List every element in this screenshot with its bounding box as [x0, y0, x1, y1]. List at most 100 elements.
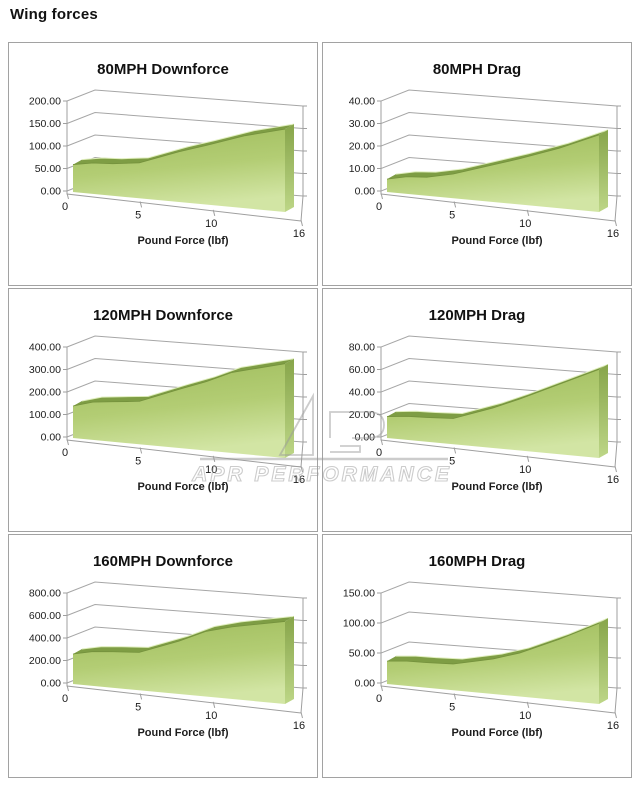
- x-tick-label: 0: [62, 201, 68, 213]
- y-tick-label: 0.00: [41, 678, 62, 690]
- area-band-rim: [395, 129, 609, 175]
- x-tick: [380, 438, 383, 446]
- x-tick-label: 10: [519, 218, 531, 230]
- x-tick: [526, 455, 530, 462]
- x-tick-label: 16: [293, 228, 305, 240]
- x-tick-label: 5: [135, 455, 141, 467]
- page-title: Wing forces: [10, 6, 98, 23]
- area-side-face: [285, 124, 294, 212]
- x-tick: [300, 465, 303, 473]
- x-tick-label: 16: [607, 474, 619, 486]
- x-tick: [614, 219, 617, 227]
- x-tick-label: 10: [519, 710, 531, 722]
- x-axis-title: Pound Force (lbf): [451, 481, 542, 493]
- y-gridline: [66, 357, 304, 375]
- y-tick-label: 800.00: [29, 588, 61, 600]
- right-edge-line: [614, 352, 618, 468]
- chart-panel-120mph-drag: 120MPH Drag 80.00 60.00 40.00 20.00 0.00 0 5 10 1…: [322, 288, 632, 532]
- chart-canvas-80mph-downforce: 80MPH Downforce 200.00 150.00 100.00 50.00 0.…: [29, 61, 307, 247]
- right-edge-line: [614, 598, 618, 714]
- y-gridline: [66, 111, 304, 129]
- x-tick-label: 0: [376, 447, 382, 459]
- x-tick: [212, 701, 216, 708]
- x-tick-label: 10: [205, 710, 217, 722]
- y-gridline: [66, 335, 304, 353]
- y-tick-label: 50.00: [35, 163, 61, 175]
- chart-canvas-160mph-drag: 160MPH Drag 150.00 100.00 50.00 0.000 5 10 16 Po…: [343, 553, 621, 739]
- area-front-top-edge: [386, 369, 600, 419]
- y-tick-label: 100.00: [29, 141, 61, 153]
- x-tick: [526, 209, 530, 216]
- x-tick-label: 5: [449, 209, 455, 221]
- y-gridline: [380, 581, 618, 599]
- y-tick-label: 0.00: [355, 432, 376, 444]
- area-front-face: [73, 363, 285, 458]
- x-tick-label: 5: [135, 209, 141, 221]
- x-tick: [66, 438, 69, 446]
- y-gridline: [66, 603, 304, 621]
- x-tick: [300, 219, 303, 227]
- x-axis-title: Pound Force (lbf): [137, 235, 228, 247]
- x-tick-label: 10: [205, 464, 217, 476]
- area-front-top-edge: [72, 128, 286, 165]
- area-band-rim: [81, 358, 295, 402]
- area-front-top-edge: [386, 134, 600, 180]
- y-tick-label: 0.00: [355, 678, 376, 690]
- chart-title: 160MPH Drag: [429, 553, 526, 570]
- y-gridline: [380, 335, 618, 353]
- x-tick: [212, 209, 216, 216]
- y-tick-label: 50.00: [349, 648, 375, 660]
- area-band-rim: [395, 363, 609, 415]
- y-tick-label: 20.00: [349, 409, 375, 421]
- y-gridline: [66, 581, 304, 599]
- area-side-face: [285, 358, 294, 458]
- x-tick-label: 10: [205, 218, 217, 230]
- x-tick-label: 16: [293, 474, 305, 486]
- y-tick-label: 100.00: [29, 409, 61, 421]
- x-tick: [66, 192, 69, 200]
- x-tick-label: 5: [135, 701, 141, 713]
- chart-panel-80mph-downforce: 80MPH Downforce 200.00 150.00 100.00 50.00 0.…: [8, 42, 318, 286]
- chart-title: 120MPH Downforce: [93, 307, 233, 324]
- y-tick-label: 0.00: [41, 432, 62, 444]
- area-side-face: [599, 129, 608, 212]
- chart-canvas-120mph-drag: 120MPH Drag 80.00 60.00 40.00 20.00 0.000 5 10 1…: [349, 307, 621, 493]
- x-axis-title: Pound Force (lbf): [137, 727, 228, 739]
- x-tick-label: 16: [607, 228, 619, 240]
- y-gridline: [380, 134, 618, 152]
- right-edge-line: [300, 352, 304, 468]
- chart-grid: 80MPH Downforce 200.00 150.00 100.00 50.00 0.…: [8, 42, 632, 778]
- area-band-rim: [395, 617, 609, 660]
- y-tick-label: 40.00: [349, 96, 375, 108]
- right-edge-line: [300, 106, 304, 222]
- x-tick: [453, 693, 457, 700]
- x-tick: [139, 693, 143, 700]
- area-band-rim: [81, 123, 295, 161]
- area-top-band: [73, 358, 294, 406]
- area-band-rim: [81, 615, 295, 650]
- x-tick: [614, 711, 617, 719]
- x-tick: [453, 447, 457, 454]
- area-front-face: [387, 623, 599, 704]
- chart-title: 80MPH Drag: [433, 61, 521, 78]
- area-side-face: [599, 618, 608, 704]
- area-front-top-edge: [386, 622, 600, 665]
- y-tick-label: 100.00: [343, 618, 375, 630]
- area-front-top-edge: [72, 363, 286, 407]
- x-tick: [66, 684, 69, 692]
- y-tick-label: 30.00: [349, 118, 375, 130]
- y-tick-label: 80.00: [349, 342, 375, 354]
- y-tick-label: 400.00: [29, 633, 61, 645]
- chart-panel-160mph-drag: 160MPH Drag 150.00 100.00 50.00 0.00 0 5 10 16 Po…: [322, 534, 632, 778]
- chart-title: 80MPH Downforce: [97, 61, 229, 78]
- y-tick-label: 150.00: [343, 588, 375, 600]
- x-tick-label: 10: [519, 464, 531, 476]
- y-gridline: [380, 111, 618, 129]
- x-tick-label: 0: [376, 693, 382, 705]
- x-tick: [526, 701, 530, 708]
- x-tick: [139, 447, 143, 454]
- right-edge-line: [614, 106, 618, 222]
- x-tick: [380, 192, 383, 200]
- y-tick-label: 150.00: [29, 118, 61, 130]
- y-tick-label: 40.00: [349, 387, 375, 399]
